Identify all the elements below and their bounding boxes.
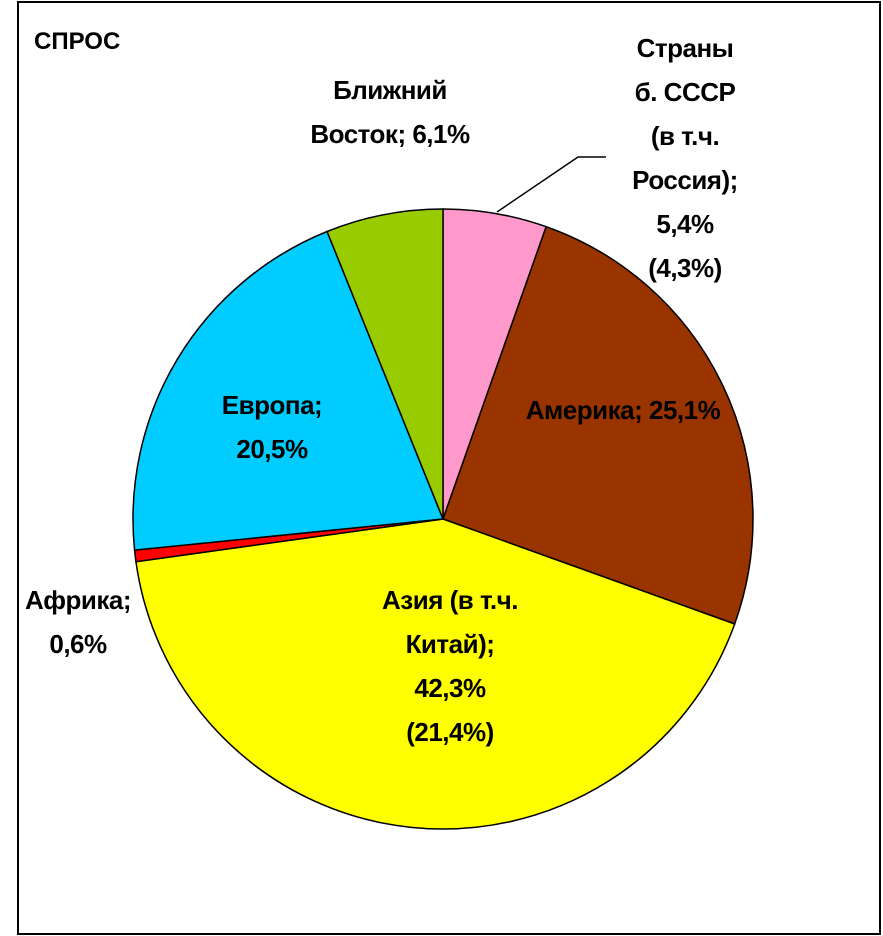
leader-line xyxy=(496,156,606,213)
category-name: Африка xyxy=(24,585,123,615)
value-label: 25,1% xyxy=(648,395,721,425)
value-label: 5,4% xyxy=(656,209,714,239)
category-name: Азия (в т.ч. Китай) xyxy=(382,585,518,659)
slice-label: Страны б. СССР (в т.ч. Россия); 5,4% (4,… xyxy=(623,26,747,290)
separator: ; xyxy=(729,165,739,195)
pie-slice xyxy=(132,230,445,551)
category-name: Страны б. СССР (в т.ч. Россия) xyxy=(632,33,736,195)
sub-value-label: (4,3%) xyxy=(648,253,722,283)
category-name: Америка xyxy=(525,395,635,425)
value-label: 6,1% xyxy=(412,119,470,149)
value-label: 20,5% xyxy=(236,434,308,464)
separator: ; xyxy=(122,585,132,615)
value-label: 0,6% xyxy=(49,629,107,659)
chart-title: СПРОС xyxy=(34,28,121,55)
pie-slice xyxy=(326,208,444,520)
pie-slice xyxy=(135,518,736,830)
separator: ; xyxy=(397,119,406,149)
frame xyxy=(17,1,881,935)
slice-label: Африка; 0,6% xyxy=(3,578,153,666)
pie-slice xyxy=(442,225,754,625)
sub-value-label: (21,4%) xyxy=(406,717,494,747)
category-name: Ближний Восток xyxy=(310,75,447,149)
slice-label: Азия (в т.ч. Китай); 42,3% (21,4%) xyxy=(380,578,520,754)
separator: ; xyxy=(314,390,323,420)
slice-label: Америка; 25,1% xyxy=(523,388,723,432)
slice-label: Ближний Восток; 6,1% xyxy=(300,68,480,156)
value-label: 42,3% xyxy=(414,673,486,703)
slice-label: Европа; 20,5% xyxy=(192,383,352,471)
separator: ; xyxy=(486,629,495,659)
separator: ; xyxy=(634,395,643,425)
category-name: Европа xyxy=(221,390,315,420)
